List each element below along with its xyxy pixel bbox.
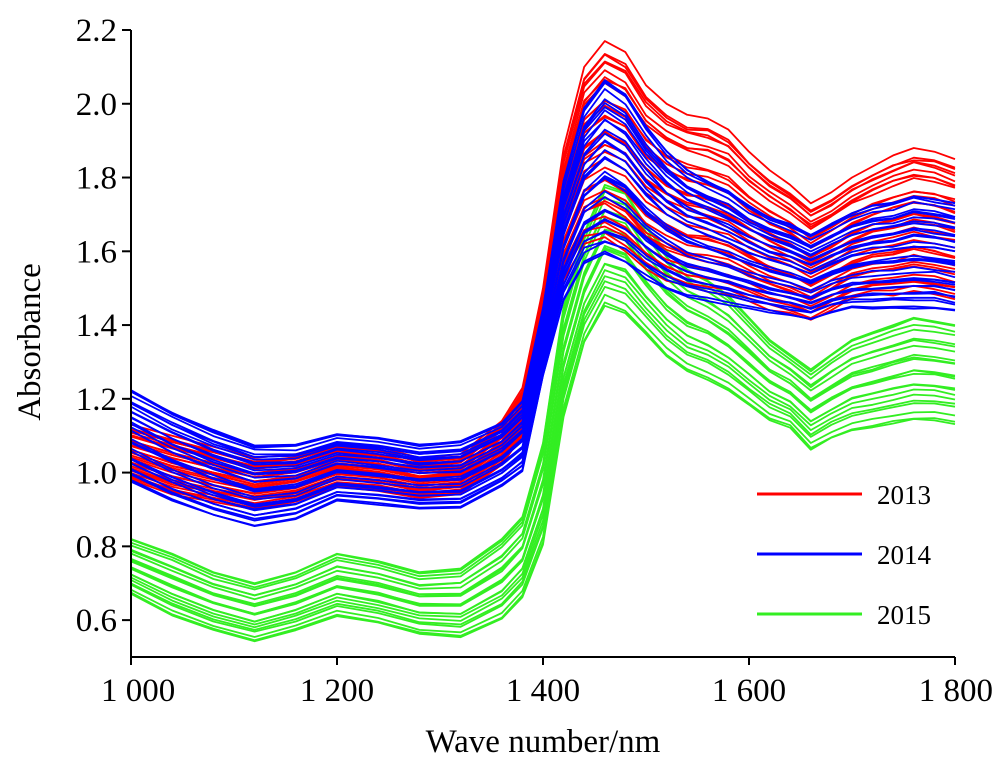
x-tick-label: 1 200 (300, 673, 374, 709)
series-line-2013 (130, 69, 956, 467)
y-tick-label: 1.0 (76, 456, 117, 492)
series-line-2015 (130, 293, 956, 638)
series-line-2015 (130, 190, 956, 589)
legend: 2013 2014 2015 (757, 480, 932, 630)
legend-label-2013: 2013 (877, 480, 931, 510)
series-line-2015 (130, 280, 956, 631)
series-line-2014 (130, 240, 956, 520)
y-axis-ticks: 0.6 0.8 1.0 1.2 1.4 1.6 1.8 2.0 2.2 (76, 13, 131, 639)
series-line-2014 (130, 118, 956, 466)
series-line-2014 (130, 219, 956, 512)
series-line-2014 (130, 208, 956, 506)
series-line-2014 (130, 175, 956, 491)
y-tick-label: 0.6 (76, 603, 117, 639)
spectra-curves (130, 40, 956, 643)
series-line-2015 (130, 262, 956, 623)
y-tick-label: 1.4 (76, 308, 117, 344)
y-tick-label: 1.2 (76, 382, 117, 418)
series-line-2014 (130, 170, 956, 491)
series-line-2014 (130, 230, 956, 517)
y-tick-label: 2.2 (76, 13, 117, 49)
x-tick-label: 1 600 (712, 673, 786, 709)
series-line-2014 (130, 109, 956, 461)
legend-label-2014: 2014 (877, 540, 932, 570)
series-line-2013 (130, 79, 956, 469)
series-line-2014 (130, 252, 956, 527)
series-line-2014 (130, 79, 956, 447)
series-line-2014 (130, 139, 956, 475)
x-tick-label: 1 800 (919, 673, 993, 709)
series-line-2015 (130, 286, 956, 633)
series-line-2015 (130, 216, 956, 601)
legend-label-2015: 2015 (877, 600, 931, 630)
series-line-2014 (130, 88, 956, 452)
series-line-2014 (130, 190, 956, 498)
y-tick-label: 0.8 (76, 529, 117, 565)
x-tick-label: 1 400 (506, 673, 580, 709)
series-line-2015 (130, 275, 956, 629)
y-tick-label: 2.0 (76, 87, 117, 123)
series-line-2015 (130, 209, 956, 597)
series-line-2015 (130, 248, 956, 616)
x-axis-title: Wave number/nm (426, 724, 661, 760)
series-line-2014 (130, 98, 956, 456)
series-line-2014 (130, 106, 956, 458)
y-axis-title: Absorbance (12, 263, 48, 421)
series-line-2015 (130, 301, 956, 642)
y-tick-label: 1.8 (76, 161, 117, 197)
y-tick-label: 1.6 (76, 234, 117, 270)
x-axis-ticks: 1 000 1 200 1 400 1 600 1 800 (101, 657, 993, 709)
series-line-2014 (130, 149, 956, 479)
series-line-2015 (130, 184, 956, 585)
series-line-2014 (130, 140, 956, 476)
x-tick-label: 1 000 (101, 673, 175, 709)
series-line-2014 (130, 157, 956, 483)
series-line-2014 (130, 196, 956, 501)
series-line-2015 (130, 269, 956, 626)
series-line-2013 (130, 53, 956, 464)
series-line-2014 (130, 132, 956, 472)
